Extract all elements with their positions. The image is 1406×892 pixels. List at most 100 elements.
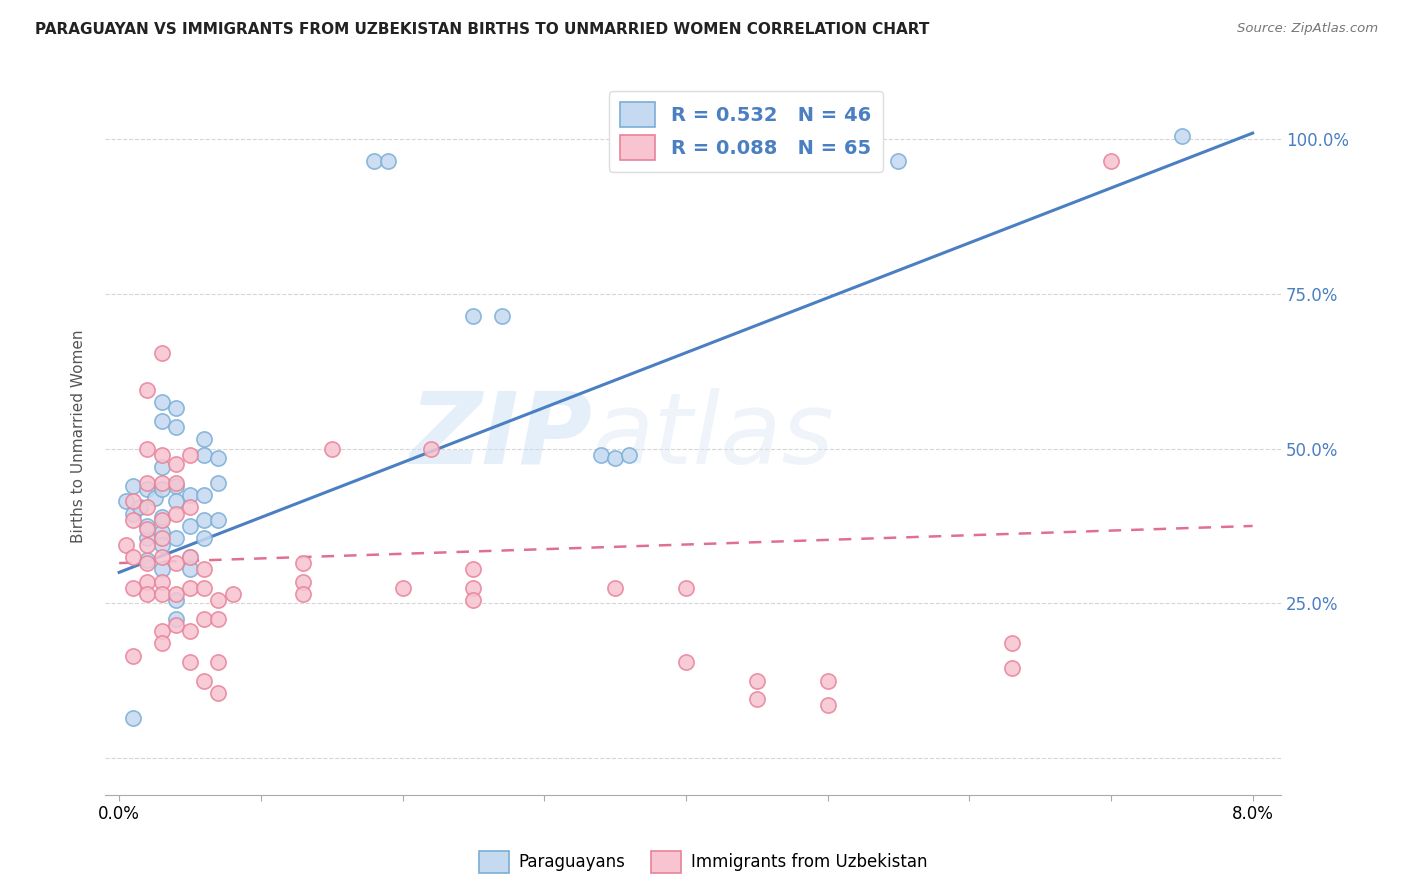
Point: [603, 581, 626, 595]
Point: [391, 581, 413, 595]
Point: [193, 433, 215, 447]
Point: [463, 593, 485, 607]
Point: [150, 532, 173, 546]
Point: [122, 479, 145, 493]
Point: [150, 525, 173, 540]
Point: [150, 395, 173, 409]
Point: [603, 450, 626, 465]
Text: Source: ZipAtlas.com: Source: ZipAtlas.com: [1237, 22, 1378, 36]
Point: [745, 692, 768, 706]
Point: [136, 587, 159, 601]
Point: [179, 655, 201, 669]
Point: [150, 482, 173, 496]
Point: [179, 581, 201, 595]
Point: [193, 581, 215, 595]
Point: [817, 698, 839, 713]
Point: [150, 562, 173, 576]
Point: [207, 612, 229, 626]
Point: [165, 401, 187, 416]
Point: [887, 153, 910, 168]
Point: [150, 549, 173, 564]
Point: [136, 519, 159, 533]
Point: [165, 612, 187, 626]
Point: [165, 556, 187, 570]
Point: [193, 673, 215, 688]
Point: [129, 500, 152, 515]
Point: [150, 460, 173, 475]
Point: [165, 479, 187, 493]
Legend: Paraguayans, Immigrants from Uzbekistan: Paraguayans, Immigrants from Uzbekistan: [472, 845, 934, 880]
Point: [136, 522, 159, 536]
Point: [165, 507, 187, 521]
Point: [363, 153, 385, 168]
Point: [292, 556, 315, 570]
Point: [463, 309, 485, 323]
Point: [150, 345, 173, 359]
Point: [122, 507, 145, 521]
Point: [377, 153, 399, 168]
Point: [179, 624, 201, 639]
Point: [675, 655, 697, 669]
Point: [122, 513, 145, 527]
Point: [193, 532, 215, 546]
Point: [150, 513, 173, 527]
Point: [165, 532, 187, 546]
Point: [193, 562, 215, 576]
Point: [619, 448, 641, 462]
Point: [1171, 129, 1194, 144]
Point: [122, 494, 145, 508]
Point: [321, 442, 343, 456]
Point: [122, 648, 145, 663]
Point: [419, 442, 441, 456]
Point: [193, 612, 215, 626]
Point: [179, 549, 201, 564]
Point: [122, 581, 145, 595]
Point: [136, 475, 159, 490]
Point: [150, 509, 173, 524]
Point: [292, 574, 315, 589]
Point: [150, 475, 173, 490]
Text: atlas: atlas: [593, 388, 835, 484]
Point: [193, 488, 215, 502]
Point: [179, 448, 201, 462]
Point: [193, 513, 215, 527]
Point: [165, 593, 187, 607]
Point: [817, 673, 839, 688]
Point: [143, 491, 166, 505]
Point: [136, 556, 159, 570]
Point: [179, 549, 201, 564]
Point: [193, 448, 215, 462]
Legend: R = 0.532   N = 46, R = 0.088   N = 65: R = 0.532 N = 46, R = 0.088 N = 65: [609, 91, 883, 172]
Point: [115, 494, 138, 508]
Point: [165, 494, 187, 508]
Point: [165, 587, 187, 601]
Point: [150, 414, 173, 428]
Point: [136, 383, 159, 397]
Point: [207, 655, 229, 669]
Point: [179, 500, 201, 515]
Point: [207, 686, 229, 700]
Y-axis label: Births to Unmarried Women: Births to Unmarried Women: [72, 329, 86, 543]
Point: [1001, 661, 1024, 675]
Point: [150, 574, 173, 589]
Point: [165, 618, 187, 632]
Text: PARAGUAYAN VS IMMIGRANTS FROM UZBEKISTAN BIRTHS TO UNMARRIED WOMEN CORRELATION C: PARAGUAYAN VS IMMIGRANTS FROM UZBEKISTAN…: [35, 22, 929, 37]
Point: [122, 711, 145, 725]
Point: [150, 448, 173, 462]
Text: ZIP: ZIP: [411, 388, 593, 484]
Point: [491, 309, 513, 323]
Point: [115, 537, 138, 551]
Point: [136, 482, 159, 496]
Point: [675, 581, 697, 595]
Point: [165, 457, 187, 471]
Point: [150, 624, 173, 639]
Point: [165, 420, 187, 434]
Point: [463, 581, 485, 595]
Point: [136, 500, 159, 515]
Point: [165, 475, 187, 490]
Point: [150, 636, 173, 650]
Point: [745, 673, 768, 688]
Point: [122, 549, 145, 564]
Point: [1099, 153, 1122, 168]
Point: [136, 442, 159, 456]
